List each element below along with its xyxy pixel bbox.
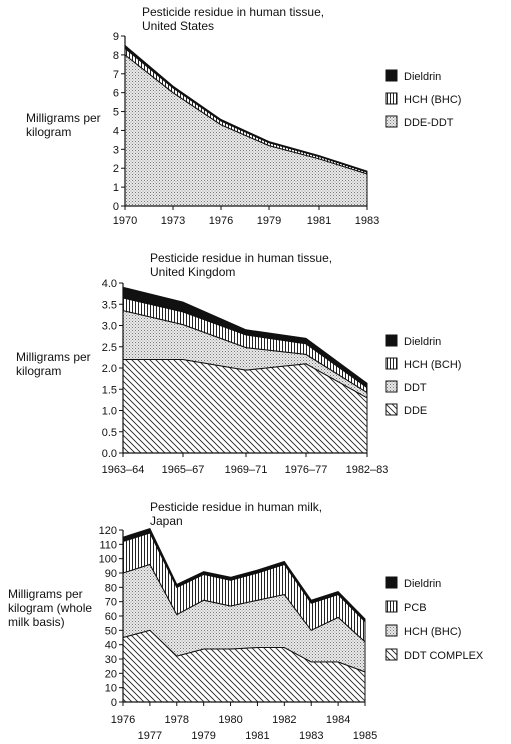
legend-label: PCB — [404, 602, 427, 614]
x-tick-label: 1981 — [245, 730, 269, 742]
y-tick-label: 100 — [99, 554, 117, 566]
legend-label: DDE-DDT — [404, 117, 454, 129]
chart-title: Pesticide residue in human tissue, United… — [142, 5, 324, 33]
chart-title: Pesticide residue in human milk, Japan — [150, 500, 322, 528]
legend-swatch — [385, 115, 398, 128]
legend-swatch — [385, 69, 398, 82]
y-tick-label: 3 — [113, 144, 119, 156]
y-tick-label: 2 — [113, 163, 119, 175]
y-axis-label: Milligrams per kilogram — [26, 111, 101, 139]
x-tick-label: 1984 — [326, 714, 350, 726]
series-area-dieldrin — [124, 44, 368, 173]
x-tick-label: 1982–83 — [346, 464, 389, 476]
x-tick-label: 1983 — [299, 730, 323, 742]
x-tick-label: 1969–71 — [225, 464, 268, 476]
y-tick-label: 20 — [105, 668, 117, 680]
chart-title: Pesticide residue in human tissue, United… — [150, 251, 332, 279]
legend-swatch — [385, 624, 398, 637]
y-tick-label: 8 — [113, 50, 119, 62]
legend-label: DDT COMPLEX — [404, 650, 484, 662]
y-tick-label: 5 — [113, 107, 119, 119]
legend-swatch — [385, 403, 398, 416]
x-tick-label: 1970 — [113, 215, 137, 227]
y-tick-label: 50 — [105, 625, 117, 637]
y-tick-label: 4 — [113, 125, 119, 137]
x-tick-label: 1976–77 — [285, 464, 328, 476]
chart-3: 0 10 20 30 40 50 60 70 80 90 100 110 120 1976 1978 1980… — [8, 500, 484, 742]
legend-swatch — [385, 357, 398, 370]
y-tick-label: 40 — [105, 640, 117, 652]
x-tick-label: 1978 — [165, 714, 189, 726]
legend-label: HCH (BCH) — [404, 359, 461, 371]
x-tick-label: 1977 — [138, 730, 162, 742]
y-tick-label: 3.5 — [102, 299, 117, 311]
y-tick-label: 30 — [105, 654, 117, 666]
x-tick-label: 1982 — [272, 714, 296, 726]
legend-swatch — [385, 600, 398, 613]
y-tick-label: 1.5 — [102, 384, 117, 396]
y-tick-label: 0 — [113, 201, 119, 213]
y-tick-label: 60 — [105, 611, 117, 623]
y-tick-label: 120 — [99, 525, 117, 537]
y-axis-label: Milligrams per kilogram (whole milk basis) — [8, 587, 92, 629]
x-tick-label: 1985 — [353, 730, 377, 742]
chart-1: 0 1 2 3 4 5 6 7 8 9 1970 1973 1976 1979 1981 1983 Pestic… — [26, 5, 461, 227]
chart-2: 0.0 0.5 1.0 1.5 2.0 2.5 3.0 3.5 4.0 1963–64 1965–6… — [16, 251, 461, 476]
x-tick-label: 1976 — [209, 215, 233, 227]
y-tick-label: 90 — [105, 568, 117, 580]
y-tick-label: 1.0 — [102, 406, 117, 418]
y-axis-label: Milligrams per kilogram — [16, 350, 91, 378]
legend-label: HCH (BHC) — [404, 94, 461, 106]
y-tick-label: 1 — [113, 182, 119, 194]
x-tick-label: 1965–67 — [162, 464, 205, 476]
legend-label: Dieldrin — [404, 71, 441, 83]
x-tick-label: 1979 — [257, 215, 281, 227]
legend-label: HCH (BHC) — [404, 626, 461, 638]
legend-swatch — [385, 92, 398, 105]
x-tick-label: 1980 — [218, 714, 242, 726]
legend-swatch — [385, 648, 398, 661]
series-area-dieldrin — [122, 286, 368, 389]
x-tick-label: 1983 — [355, 215, 379, 227]
y-tick-label: 70 — [105, 597, 117, 609]
y-tick-label: 7 — [113, 69, 119, 81]
x-tick-label: 1976 — [111, 714, 135, 726]
legend-swatch — [385, 576, 398, 589]
y-tick-label: 2.5 — [102, 342, 117, 354]
y-tick-label: 110 — [99, 539, 117, 551]
y-tick-label: 9 — [113, 31, 119, 43]
legend-label: Dieldrin — [404, 336, 441, 348]
x-tick-label: 1979 — [191, 730, 215, 742]
y-tick-label: 0.0 — [102, 448, 117, 460]
y-tick-label: 80 — [105, 582, 117, 594]
y-tick-label: 0.5 — [102, 427, 117, 439]
legend-swatch — [385, 334, 398, 347]
x-tick-label: 1981 — [307, 215, 331, 227]
x-tick-label: 1963–64 — [102, 464, 145, 476]
y-tick-label: 3.0 — [102, 321, 117, 333]
y-tick-label: 4.0 — [102, 278, 117, 290]
y-tick-label: 2.0 — [102, 363, 117, 375]
x-tick-label: 1973 — [161, 215, 185, 227]
y-tick-label: 6 — [113, 88, 119, 100]
legend-swatch — [385, 380, 398, 393]
series-area-dieldrin — [122, 527, 366, 623]
legend-label: Dieldrin — [404, 578, 441, 590]
y-tick-label: 0 — [111, 697, 117, 709]
legend-label: DDE — [404, 405, 427, 417]
y-tick-label: 10 — [105, 683, 117, 695]
legend-label: DDT — [404, 382, 427, 394]
